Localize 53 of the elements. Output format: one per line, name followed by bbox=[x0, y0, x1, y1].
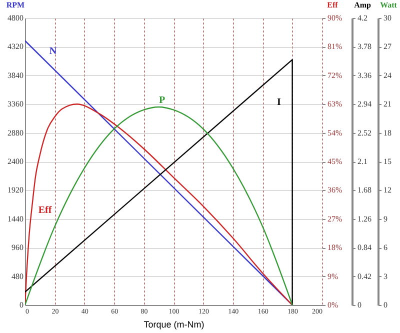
y-tick-label: 12 bbox=[384, 186, 392, 195]
y3-tick-label: 3.36 bbox=[358, 70, 372, 80]
series-label: Eff bbox=[38, 205, 52, 216]
y-tick-label: 1440 bbox=[8, 214, 24, 224]
y-tick-label: 2880 bbox=[8, 128, 24, 138]
y3-tick-label: 3.78 bbox=[358, 42, 372, 52]
y3-axis-title: Amp bbox=[354, 0, 372, 10]
y-tick-label: 4320 bbox=[8, 42, 24, 52]
y3-tick-label: 2.94 bbox=[358, 100, 372, 109]
y-tick-label: 2400 bbox=[8, 157, 24, 166]
series-label: N bbox=[49, 46, 58, 57]
y-tick-label: 18 bbox=[384, 128, 392, 138]
series-label: I bbox=[277, 97, 282, 108]
y3-tick-label: 0.42 bbox=[358, 272, 372, 281]
y3-tick-label: 2.1 bbox=[358, 157, 368, 166]
y-tick-label: 27 bbox=[384, 42, 392, 52]
y2-tick-label: 63% bbox=[328, 100, 342, 109]
x-axis-title: Torque (m-Nm) bbox=[144, 320, 204, 330]
y-tick-label: 6 bbox=[384, 243, 388, 252]
series-label: P bbox=[158, 95, 166, 106]
y2-tick-label: 18% bbox=[328, 243, 342, 252]
y2-tick-label: 81% bbox=[328, 42, 342, 52]
y3-tick-label: 1.68 bbox=[358, 186, 372, 195]
y3-tick-label: 0 bbox=[358, 300, 362, 310]
y-tick-label: 0 bbox=[384, 300, 388, 310]
y-tick-label: 4800 bbox=[8, 14, 24, 22]
y-tick-label: 0 bbox=[20, 300, 24, 310]
y-tick-label: 1920 bbox=[8, 186, 24, 195]
y2-tick-label: 36% bbox=[328, 186, 342, 195]
y3-tick-label: 4.2 bbox=[358, 14, 368, 22]
y-tick-label: 30 bbox=[384, 14, 392, 22]
y2-axis-title: Eff bbox=[327, 0, 338, 10]
y2-tick-label: 27% bbox=[328, 214, 342, 224]
y2-tick-label: 54% bbox=[328, 128, 342, 138]
y3-tick-label: 2.52 bbox=[358, 128, 372, 138]
y-axis-title: Watt bbox=[380, 0, 398, 10]
y-tick-label: 24 bbox=[384, 70, 392, 80]
y-axis-title: RPM bbox=[6, 0, 26, 10]
y3-tick-label: 0.84 bbox=[358, 243, 372, 252]
y2-tick-label: 72% bbox=[328, 70, 342, 80]
y-tick-label: 15 bbox=[384, 157, 392, 166]
y-tick-label: 9 bbox=[384, 214, 388, 224]
y-tick-label: 960 bbox=[12, 243, 24, 252]
y-tick-label: 3840 bbox=[8, 70, 24, 80]
y-tick-label: 3 bbox=[384, 272, 388, 281]
y2-tick-label: 0% bbox=[328, 300, 338, 310]
y3-tick-label: 1.26 bbox=[358, 214, 372, 224]
y-tick-label: 480 bbox=[12, 272, 24, 281]
y-tick-label: 3360 bbox=[8, 100, 24, 109]
y2-tick-label: 9% bbox=[328, 272, 338, 281]
y2-tick-label: 45% bbox=[328, 157, 342, 166]
y-tick-label: 21 bbox=[384, 100, 392, 109]
y2-tick-label: 90% bbox=[328, 14, 342, 22]
